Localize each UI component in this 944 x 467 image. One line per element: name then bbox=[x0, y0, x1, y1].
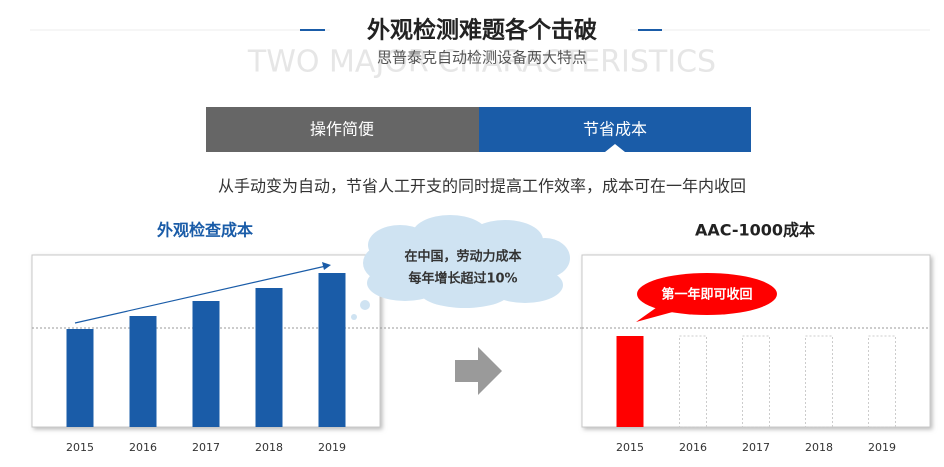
trend-arrowhead bbox=[322, 262, 331, 270]
bar-outline bbox=[868, 335, 896, 428]
x-tick-label: 2016 bbox=[129, 441, 157, 454]
bar bbox=[66, 329, 94, 427]
title-bg bbox=[330, 12, 630, 48]
bar bbox=[129, 316, 157, 427]
bar-outline bbox=[679, 335, 707, 428]
bar-outline bbox=[742, 335, 770, 428]
bar bbox=[255, 288, 283, 427]
annotation: 第一年即可收回 bbox=[661, 287, 752, 303]
tab-label[interactable]: 操作简便 bbox=[310, 120, 374, 139]
page-title: 外观检测难题各个击破 bbox=[367, 17, 597, 44]
trend-arrow bbox=[74, 265, 327, 324]
cloud-bubble bbox=[360, 300, 370, 310]
x-tick-label: 2017 bbox=[742, 441, 770, 454]
subtitle: 思普泰克自动检测设备两大特点 bbox=[377, 49, 587, 67]
cloud-bubble bbox=[351, 314, 357, 320]
x-tick-label: 2015 bbox=[616, 441, 644, 454]
x-tick-label: 2018 bbox=[805, 441, 833, 454]
big-arrow bbox=[455, 347, 502, 395]
annotation: 每年增长超过10% bbox=[408, 271, 517, 287]
x-tick-label: 2017 bbox=[192, 441, 220, 454]
chart-title: 外观检查成本 bbox=[156, 221, 253, 240]
tab-label[interactable]: 节省成本 bbox=[583, 120, 647, 139]
bar-outline bbox=[805, 335, 833, 428]
x-tick-label: 2019 bbox=[318, 441, 346, 454]
x-tick-label: 2019 bbox=[868, 441, 896, 454]
x-tick-label: 2015 bbox=[66, 441, 94, 454]
bar bbox=[318, 273, 346, 427]
tab[interactable] bbox=[206, 107, 479, 152]
callout bbox=[637, 273, 777, 315]
chart-title: AAC-1000成本 bbox=[695, 221, 815, 240]
bar bbox=[616, 336, 644, 427]
bar bbox=[192, 301, 220, 427]
x-tick-label: 2018 bbox=[255, 441, 283, 454]
x-tick-label: 2016 bbox=[679, 441, 707, 454]
tab-notch bbox=[605, 144, 625, 152]
annotation: 在中国，劳动力成本 bbox=[404, 249, 521, 265]
cloud bbox=[390, 234, 540, 290]
background-text: TWO MAJOR CHARACTERISTICS bbox=[247, 45, 716, 80]
description: 从手动变为自动，节省人工开支的同时提高工作效率，成本可在一年内收回 bbox=[218, 177, 746, 196]
